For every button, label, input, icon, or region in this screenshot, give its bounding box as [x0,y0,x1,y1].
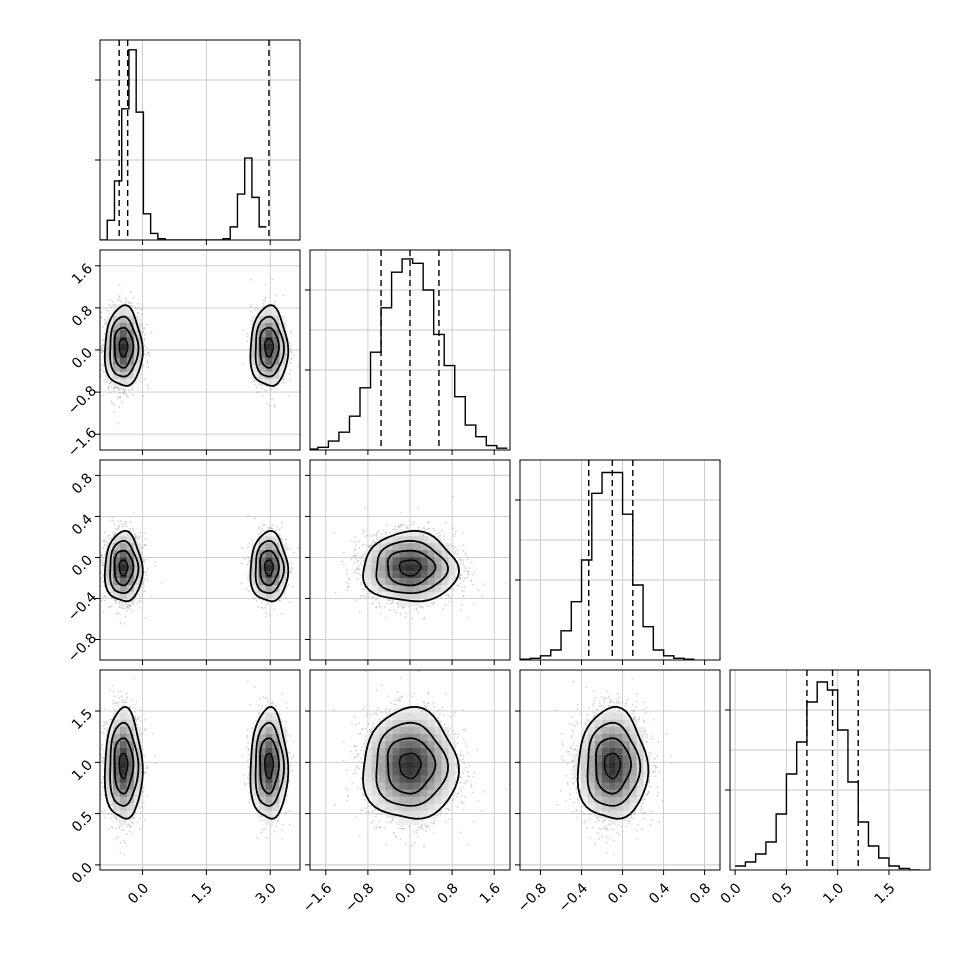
contour-line [375,721,450,807]
contour-line [249,304,290,387]
contour-line [249,705,290,820]
y-tick-label: 1.6 [69,261,96,288]
contour-line [576,705,650,820]
y-tick-label: −0.8 [65,630,100,665]
x-tick-label: 0.0 [393,880,420,907]
contour-line [103,304,144,387]
contour-line [603,752,622,780]
x-tick-label: 1.5 [872,880,899,907]
histogram-panel [725,669,931,871]
contour-line [103,529,144,603]
y-tick-label: 0.0 [69,860,96,887]
contour-line [249,529,290,603]
x-tick-label: −1.6 [300,880,335,915]
histogram-line [310,258,508,450]
density-panel [99,459,301,661]
contour-line [594,737,633,795]
panel-frame [519,459,721,661]
histogram-panel [515,459,721,661]
histogram-line [100,49,267,240]
x-tick-label: 0.0 [605,880,632,907]
y-tick-label: 0.4 [69,511,96,538]
contour-line [118,559,129,577]
y-tick-label: 0.5 [69,809,96,836]
contour-line [386,737,437,795]
x-tick-label: 0.0 [125,880,152,907]
panel-frame [729,669,931,871]
x-tick-label: −0.8 [515,880,550,915]
panel-frame [99,669,301,871]
y-tick-label: 1.5 [69,706,96,733]
contour-line [113,549,135,587]
contour-line [254,721,285,807]
contour-line [254,539,285,595]
x-tick-label: −0.8 [342,880,377,915]
panel-frame [99,459,301,661]
contour-line [109,539,140,595]
contour-line [259,737,280,795]
panel-frame [519,669,721,871]
contour-line [109,315,140,378]
contour-line [362,529,460,603]
histogram-panel [305,249,511,451]
x-tick-label: −0.4 [556,880,591,915]
histogram-line [520,471,695,660]
density-panel [99,669,301,871]
contour-line [254,315,285,378]
contour-line [259,549,280,587]
panel-frame [99,39,301,241]
y-tick-label: 0.0 [69,552,96,579]
y-tick-label: 0.8 [69,470,96,497]
contour-line [375,539,450,595]
contour-line [113,737,135,795]
x-tick-label: 0.5 [769,880,796,907]
density-panel [309,459,511,661]
contour-line [362,705,460,820]
y-tick-label: −0.8 [65,383,100,418]
contour-line [386,549,437,587]
y-tick-label: 0.0 [69,345,96,372]
y-tick-label: −1.6 [65,425,100,460]
contour-line [398,559,422,577]
contour-line [264,337,274,358]
x-tick-label: 0.8 [687,880,714,907]
y-tick-label: 0.8 [69,303,96,330]
histogram-line [735,681,920,870]
contour-line [109,721,140,807]
contour-line [264,559,274,577]
contour-line [118,752,129,780]
x-tick-label: 0.8 [435,880,462,907]
x-tick-label: 1.6 [477,880,504,907]
y-tick-label: −0.4 [65,589,100,624]
contour-line [398,752,422,780]
y-tick-label: 1.0 [69,757,96,784]
density-panel [519,669,721,871]
contour-line [264,752,274,780]
x-tick-label: 1.0 [820,880,847,907]
density-panel [309,669,511,871]
histogram-panel [95,39,301,241]
contour-line [113,326,135,369]
x-tick-label: 1.5 [189,880,216,907]
x-tick-label: 0.4 [646,880,673,907]
x-tick-label: 3.0 [253,880,280,907]
x-tick-label: 0.0 [718,880,745,907]
contour-line [103,705,144,820]
contour-line [118,337,129,358]
density-panel [99,249,301,451]
contour-line [259,326,280,369]
contour-line [586,721,642,807]
